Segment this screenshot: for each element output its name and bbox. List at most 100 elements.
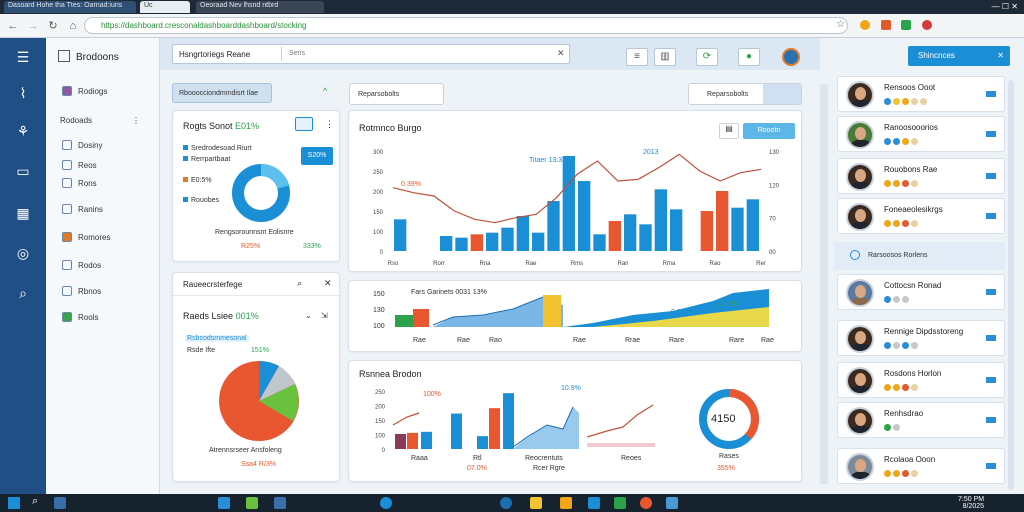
app-icon[interactable] — [54, 497, 66, 509]
person-card[interactable]: Renhsdrao — [837, 402, 1005, 438]
x-tick-label: Rae — [525, 261, 537, 267]
clock[interactable]: 7:50 PM 8/2025 — [958, 496, 985, 510]
x-label: Reocrentuts — [525, 455, 563, 462]
x-tick-label: Ran — [617, 261, 628, 267]
filter-chip-2[interactable]: Reparsobolts — [349, 83, 444, 105]
x-tick-label: Rna — [479, 261, 491, 267]
app-icon[interactable] — [614, 497, 626, 509]
x-tick-label: Rer — [756, 261, 766, 267]
browser-tab[interactable]: Oeoraad Nev lhsnd ntbrd — [196, 1, 324, 13]
filter-icon[interactable]: ▤ — [719, 123, 739, 139]
globe-icon[interactable]: ◎ — [16, 245, 30, 261]
app-icon[interactable] — [500, 497, 512, 509]
menu-icon[interactable]: ☰ — [16, 49, 30, 65]
folder-icon[interactable]: ▭ — [16, 163, 30, 179]
calendar-icon[interactable] — [295, 117, 313, 131]
x-label: Rtl — [473, 455, 482, 462]
more-icon[interactable]: ⋮ — [325, 119, 334, 129]
reload-icon[interactable]: ↻ — [48, 20, 58, 32]
person-card[interactable]: Rennige Dipdsstoreng — [837, 320, 1005, 356]
browser-tab[interactable]: Dasoard Hohe tha Ttes: Oarnad:iuns — [4, 1, 136, 13]
user-avatar[interactable] — [782, 48, 800, 66]
card-title: Rogts Sonot — [183, 121, 233, 131]
grid-icon[interactable]: ▦ — [16, 205, 30, 221]
person-card[interactable]: Rensoos Ooot — [837, 76, 1005, 112]
close-icon[interactable]: ✕ — [324, 278, 332, 288]
x-label: Raaa — [411, 455, 428, 462]
search-input[interactable]: Seris — [289, 50, 305, 57]
search-icon[interactable]: ⌕ — [19, 285, 27, 301]
avatar — [846, 367, 874, 395]
status-button[interactable]: ● — [738, 48, 760, 66]
percent-button[interactable]: S20% — [301, 147, 333, 165]
list-icon — [62, 178, 72, 188]
nav-item[interactable]: Rodos — [62, 260, 101, 270]
app-icon[interactable] — [666, 497, 678, 509]
search-icon[interactable]: ⌕ — [297, 278, 303, 288]
expand-icon[interactable]: ^ — [323, 86, 328, 96]
back-icon[interactable]: ← — [7, 20, 19, 32]
home-icon[interactable]: ⌂ — [69, 20, 77, 32]
bar — [501, 227, 514, 251]
scrollbar[interactable] — [1008, 80, 1014, 490]
analytics-icon[interactable]: ⚘ — [16, 123, 30, 139]
app-icon[interactable] — [588, 497, 600, 509]
x-tick-label: Rms — [571, 261, 583, 267]
filter-chip[interactable]: Rbooocciondmmdisrt Ilae — [172, 83, 272, 103]
period-select[interactable]: Reparsobolts — [688, 83, 802, 105]
period-button[interactable]: Roootn — [743, 123, 795, 139]
app-icon[interactable] — [640, 497, 652, 509]
panel-header[interactable]: Shincnces ✕ — [908, 46, 1010, 66]
app-icon[interactable] — [380, 497, 392, 509]
star-icon[interactable]: ☆ — [836, 19, 845, 30]
window-controls[interactable]: — ☐ ✕ — [991, 2, 1018, 11]
grid-view-button[interactable]: ▥ — [654, 48, 676, 66]
y-tick-label: 150 — [375, 419, 386, 425]
bar — [532, 232, 545, 251]
avatar — [846, 203, 874, 231]
nav-item[interactable]: Rbnos — [62, 286, 101, 296]
browser-tab[interactable]: Uc — [140, 1, 190, 13]
app-icon[interactable] — [246, 497, 258, 509]
forward-icon[interactable]: → — [27, 20, 39, 32]
app-icon[interactable] — [274, 497, 286, 509]
close-icon[interactable]: ✕ — [557, 48, 565, 58]
bar — [624, 214, 637, 251]
nav-item[interactable]: Rodiogs — [62, 86, 107, 96]
chart-icon[interactable]: ⌇ — [19, 85, 27, 101]
nav-item[interactable]: Dosiny — [62, 140, 102, 150]
nav-item[interactable]: Rons — [62, 178, 97, 188]
app-icon[interactable] — [560, 497, 572, 509]
nav-item[interactable]: Ranins — [62, 204, 103, 214]
nav-item[interactable]: Romores — [62, 232, 110, 242]
person-card[interactable]: Ranoosooorios — [837, 116, 1005, 152]
bar — [407, 432, 418, 449]
windows-start-icon[interactable] — [8, 497, 20, 509]
app-icon[interactable] — [218, 497, 230, 509]
list-view-button[interactable]: ≡ — [626, 48, 648, 66]
tools-icon — [62, 312, 72, 322]
person-card[interactable]: Rosdons Horlon — [837, 362, 1005, 398]
nav-item[interactable]: Rodoads ⋮ — [60, 116, 141, 125]
bottom-stat: Ssa4 R/3% — [241, 461, 277, 468]
nav-item[interactable]: Rools — [62, 312, 98, 322]
export-icon[interactable]: ⇲ — [321, 311, 328, 320]
main-scrollbar[interactable] — [820, 84, 828, 484]
brand: Brodoons — [58, 50, 119, 63]
nav-panel: Brodoons Rodiogs Rodoads ⋮ Dosiny Reos Ro… — [46, 38, 160, 494]
app-icon[interactable] — [530, 497, 542, 509]
close-icon[interactable]: ✕ — [997, 51, 1004, 60]
url-input[interactable]: https://dashboard.cresconaldashboarddash… — [84, 17, 848, 34]
nav-item[interactable]: Reos — [62, 160, 97, 170]
url-text: https://dashboard.cresconaldashboarddash… — [101, 21, 307, 30]
main-bar-chart: 0 100 150 200 250 300 00 70 120 130 Rso Rorr Rna Rae R… — [373, 150, 780, 267]
person-card[interactable]: Foneaeolesikrgs — [837, 198, 1005, 234]
dropdown-icon[interactable]: ⌄ — [305, 311, 312, 320]
person-card[interactable]: Rouobons Rae — [837, 158, 1005, 194]
search-icon[interactable]: ⌕ — [32, 495, 39, 507]
person-card[interactable]: Rcolaoa Ooon — [837, 448, 1005, 484]
sync-button[interactable]: ⟳ — [696, 48, 718, 66]
extension-icons[interactable] — [860, 20, 1010, 32]
person-card[interactable]: Cottocsn Ronad — [837, 274, 1005, 310]
search-field[interactable]: Hsngrtoriegs Reane Seris ✕ — [172, 44, 570, 64]
